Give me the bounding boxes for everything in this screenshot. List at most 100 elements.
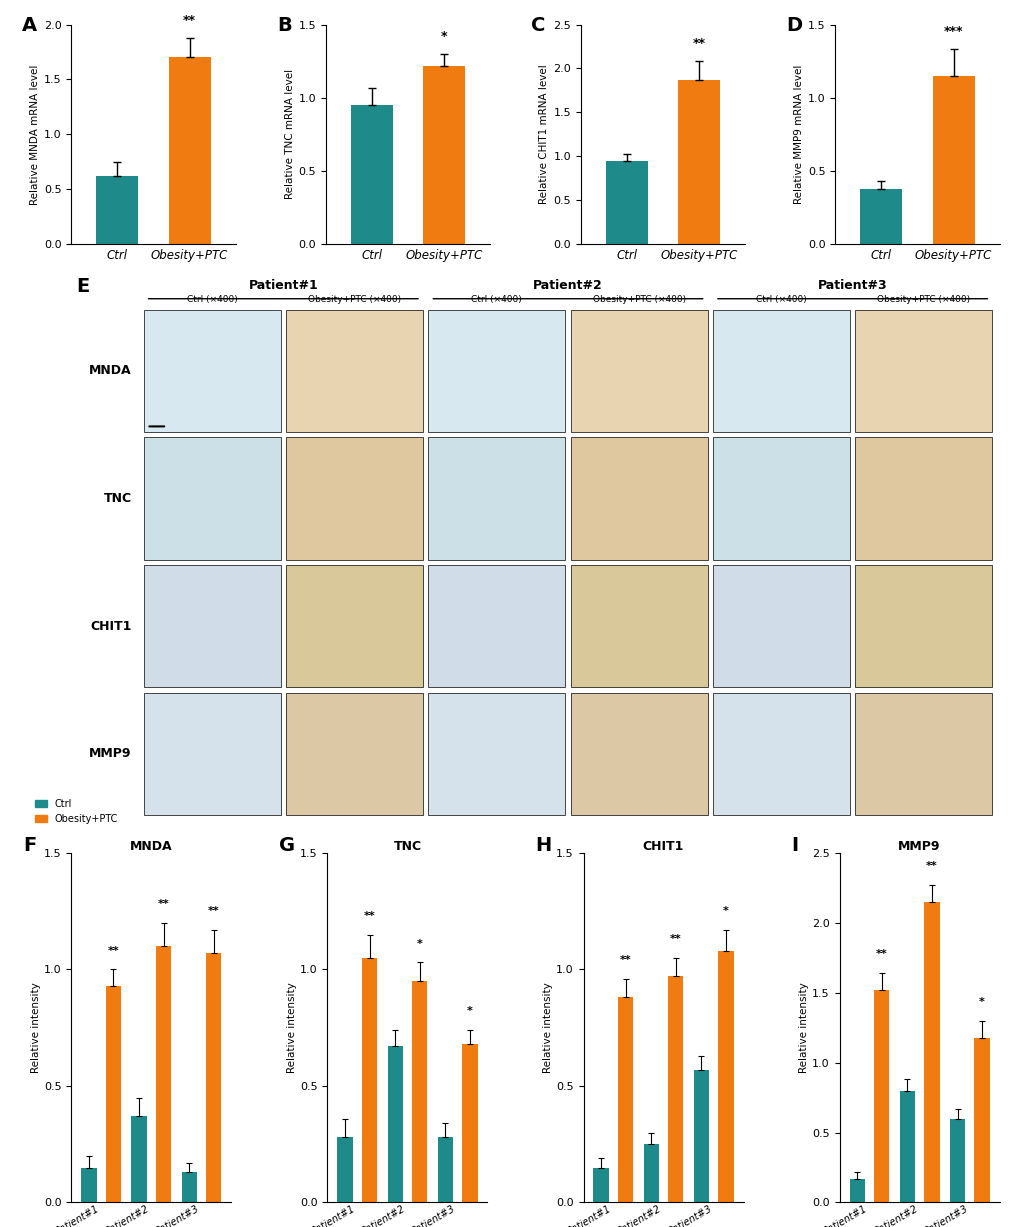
Text: **: ** [208, 906, 219, 915]
Text: H: H [535, 836, 551, 854]
Text: Patient#1: Patient#1 [249, 279, 318, 292]
FancyBboxPatch shape [286, 693, 423, 815]
FancyBboxPatch shape [712, 437, 849, 560]
Bar [593, 1168, 608, 1202]
FancyBboxPatch shape [571, 566, 707, 687]
Y-axis label: Relative intensity: Relative intensity [543, 983, 553, 1074]
FancyBboxPatch shape [855, 693, 991, 815]
Bar [168, 58, 211, 244]
Text: Ctrl (×400): Ctrl (×400) [755, 296, 806, 304]
Text: **: ** [363, 910, 375, 920]
Text: **: ** [620, 955, 631, 964]
Bar [717, 951, 733, 1202]
FancyBboxPatch shape [286, 566, 423, 687]
Text: *: * [722, 906, 728, 915]
Bar [605, 161, 647, 244]
Y-axis label: Relative intensity: Relative intensity [799, 983, 808, 1074]
Bar [412, 982, 427, 1202]
FancyBboxPatch shape [144, 309, 280, 432]
Text: Patient#3: Patient#3 [817, 279, 887, 292]
Bar [437, 1137, 452, 1202]
Bar [423, 65, 465, 244]
Y-axis label: Relative intensity: Relative intensity [32, 983, 41, 1074]
Text: C: C [531, 16, 545, 34]
FancyBboxPatch shape [286, 309, 423, 432]
Text: E: E [76, 277, 90, 296]
Text: Patient#2: Patient#2 [533, 279, 602, 292]
Text: MNDA: MNDA [89, 364, 131, 378]
Bar [899, 1091, 914, 1202]
Bar [337, 1137, 353, 1202]
FancyBboxPatch shape [428, 309, 565, 432]
Title: TNC: TNC [393, 840, 421, 853]
Text: MMP9: MMP9 [89, 747, 131, 761]
FancyBboxPatch shape [428, 566, 565, 687]
Bar [693, 1070, 708, 1202]
Text: F: F [23, 836, 37, 854]
FancyBboxPatch shape [571, 309, 707, 432]
FancyBboxPatch shape [571, 437, 707, 560]
FancyBboxPatch shape [712, 566, 849, 687]
Title: CHIT1: CHIT1 [642, 840, 684, 853]
Y-axis label: Relative TNC mRNA level: Relative TNC mRNA level [284, 69, 294, 200]
Bar [181, 1172, 197, 1202]
FancyBboxPatch shape [712, 693, 849, 815]
Text: G: G [279, 836, 296, 854]
Bar [131, 1117, 147, 1202]
Text: **: ** [875, 950, 887, 960]
FancyBboxPatch shape [428, 693, 565, 815]
Text: D: D [786, 16, 801, 34]
Bar [106, 985, 121, 1202]
Text: ***: *** [943, 26, 962, 38]
Text: **: ** [925, 861, 936, 871]
Y-axis label: Relative MMP9 mRNA level: Relative MMP9 mRNA level [793, 65, 803, 204]
Text: Obesity+PTC (×400): Obesity+PTC (×400) [308, 296, 400, 304]
FancyBboxPatch shape [855, 437, 991, 560]
Y-axis label: Relative MNDA mRNA level: Relative MNDA mRNA level [30, 64, 40, 205]
Bar [156, 946, 171, 1202]
Text: **: ** [183, 13, 196, 27]
Title: MMP9: MMP9 [898, 840, 940, 853]
Bar [618, 998, 633, 1202]
FancyBboxPatch shape [855, 309, 991, 432]
Text: Ctrl (×400): Ctrl (×400) [186, 296, 237, 304]
Text: **: ** [669, 934, 681, 944]
Bar [667, 977, 683, 1202]
Text: *: * [467, 1006, 472, 1016]
FancyBboxPatch shape [286, 437, 423, 560]
FancyBboxPatch shape [712, 309, 849, 432]
Text: Ctrl (×400): Ctrl (×400) [471, 296, 522, 304]
FancyBboxPatch shape [428, 437, 565, 560]
Text: *: * [440, 29, 447, 43]
Text: **: ** [107, 946, 119, 956]
Bar [387, 1047, 403, 1202]
Text: I: I [791, 836, 798, 854]
Text: **: ** [158, 899, 169, 909]
Y-axis label: Relative CHIT1 mRNA level: Relative CHIT1 mRNA level [538, 65, 548, 204]
Text: Obesity+PTC (×400): Obesity+PTC (×400) [592, 296, 685, 304]
Bar [923, 902, 938, 1202]
Y-axis label: Relative intensity: Relative intensity [287, 983, 298, 1074]
Text: CHIT1: CHIT1 [91, 620, 131, 633]
Bar [949, 1119, 964, 1202]
Bar [96, 177, 139, 244]
FancyBboxPatch shape [855, 566, 991, 687]
Bar [859, 189, 902, 244]
Bar [462, 1044, 477, 1202]
Bar [873, 990, 889, 1202]
Bar [351, 106, 392, 244]
Bar [82, 1168, 97, 1202]
Bar [643, 1145, 658, 1202]
Text: **: ** [692, 37, 705, 49]
Bar [206, 953, 221, 1202]
Text: *: * [978, 996, 983, 1007]
Bar [849, 1179, 864, 1202]
Text: TNC: TNC [104, 492, 131, 506]
Text: *: * [416, 939, 422, 948]
Bar [973, 1038, 988, 1202]
Bar [362, 958, 377, 1202]
Text: Obesity+PTC (×400): Obesity+PTC (×400) [876, 296, 969, 304]
Text: A: A [22, 16, 38, 34]
Bar [678, 80, 719, 244]
Title: MNDA: MNDA [130, 840, 172, 853]
